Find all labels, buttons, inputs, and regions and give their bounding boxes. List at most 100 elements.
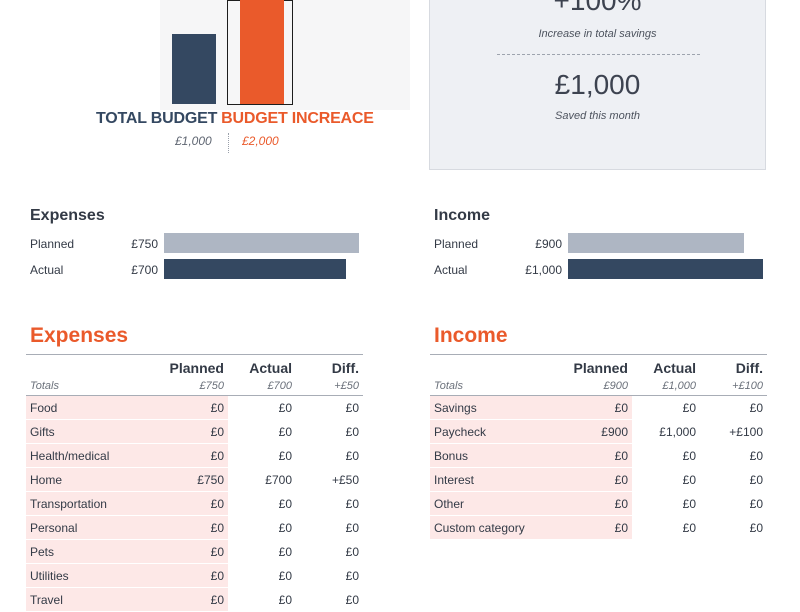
category-cell[interactable]: Other [430, 491, 564, 516]
table-row[interactable]: Pets £0 £0 £0 [26, 539, 363, 564]
actual-cell[interactable]: £0 [228, 395, 296, 420]
actual-cell[interactable]: £0 [228, 587, 296, 612]
category-cell[interactable]: Gifts [26, 419, 160, 444]
diff-cell[interactable]: £0 [700, 515, 767, 540]
planned-cell[interactable]: £0 [564, 515, 632, 540]
diff-cell[interactable]: £0 [296, 419, 363, 444]
actual-cell[interactable]: £0 [228, 563, 296, 588]
summary-divider [497, 54, 700, 55]
table-row[interactable]: Travel £0 £0 £0 [26, 587, 363, 612]
planned-cell[interactable]: £0 [160, 539, 228, 564]
income-totals-diff: +£100 [700, 376, 767, 396]
expenses-section: Expenses Planned Actual Diff. Totals £75… [26, 320, 363, 612]
actual-cell[interactable]: £0 [632, 491, 700, 516]
planned-cell[interactable]: £0 [160, 587, 228, 612]
diff-cell[interactable]: £0 [700, 491, 767, 516]
planned-cell[interactable]: £900 [564, 419, 632, 444]
category-cell[interactable]: Food [26, 395, 160, 420]
income-planned-bar [568, 233, 744, 253]
category-cell[interactable]: Travel [26, 587, 160, 612]
income-actual-amount: £1,000 [525, 263, 562, 277]
savings-increase-value: +100% [553, 0, 642, 16]
actual-cell[interactable]: £0 [228, 419, 296, 444]
expenses-table-body: Totals £750 £700 +£50 Food £0 £0 £0 Gifts £0 £… [26, 376, 363, 612]
diff-cell[interactable]: £0 [296, 563, 363, 588]
income-planned-vs-actual: Income Planned £900 Actual £1,000 [434, 206, 774, 286]
table-row[interactable]: Gifts £0 £0 £0 [26, 419, 363, 444]
table-row[interactable]: Transportation £0 £0 £0 [26, 491, 363, 516]
diff-cell[interactable]: £0 [296, 491, 363, 516]
expenses-totals-actual: £700 [228, 376, 296, 396]
table-row[interactable]: Interest £0 £0 £0 [430, 467, 767, 492]
planned-cell[interactable]: £750 [160, 467, 228, 492]
diff-cell[interactable]: £0 [700, 395, 767, 420]
table-row[interactable]: Personal £0 £0 £0 [26, 515, 363, 540]
category-cell[interactable]: Pets [26, 539, 160, 564]
planned-cell[interactable]: £0 [564, 467, 632, 492]
table-row[interactable]: Food £0 £0 £0 [26, 395, 363, 420]
expenses-totals-label: Totals [26, 376, 160, 396]
income-section: Income Planned Actual Diff. Totals £900 … [430, 320, 767, 540]
table-row[interactable]: Health/medical £0 £0 £0 [26, 443, 363, 468]
planned-cell[interactable]: £0 [160, 419, 228, 444]
diff-cell[interactable]: £0 [296, 539, 363, 564]
diff-cell[interactable]: £0 [296, 443, 363, 468]
saved-this-month-label: Saved this month [555, 110, 640, 122]
expenses-planned-label: Planned [30, 237, 75, 251]
expenses-totals-diff: +£50 [296, 376, 363, 396]
diff-cell[interactable]: £0 [700, 443, 767, 468]
diff-cell[interactable]: £0 [296, 395, 363, 420]
income-totals-planned: £900 [564, 376, 632, 396]
category-cell[interactable]: Interest [430, 467, 564, 492]
planned-cell[interactable]: £0 [160, 491, 228, 516]
category-cell[interactable]: Transportation [26, 491, 160, 516]
table-row[interactable]: Other £0 £0 £0 [430, 491, 767, 516]
actual-cell[interactable]: £0 [632, 515, 700, 540]
diff-cell[interactable]: +£50 [296, 467, 363, 492]
table-row[interactable]: Bonus £0 £0 £0 [430, 443, 767, 468]
actual-cell[interactable]: £0 [632, 467, 700, 492]
table-row[interactable]: Savings £0 £0 £0 [430, 395, 767, 420]
diff-cell[interactable]: £0 [296, 515, 363, 540]
planned-cell[interactable]: £0 [564, 395, 632, 420]
planned-cell[interactable]: £0 [564, 443, 632, 468]
category-cell[interactable]: Utilities [26, 563, 160, 588]
planned-cell[interactable]: £0 [160, 395, 228, 420]
diff-cell[interactable]: +£100 [700, 419, 767, 444]
actual-cell[interactable]: £0 [228, 491, 296, 516]
table-row[interactable]: Home £750 £700 +£50 [26, 467, 363, 492]
income-table-title: Income [434, 324, 508, 347]
table-row[interactable]: Custom category £0 £0 £0 [430, 515, 767, 540]
expenses-totals-row: Totals £750 £700 +£50 [26, 376, 363, 396]
expenses-actual-row: Actual £700 [30, 259, 370, 281]
actual-cell[interactable]: £1,000 [632, 419, 700, 444]
chart-legend: TOTAL BUDGET BUDGET INCREACE [96, 110, 396, 130]
expenses-header-planned: Planned [169, 360, 224, 376]
diff-cell[interactable]: £0 [296, 587, 363, 612]
saved-this-month-value: £1,000 [554, 69, 641, 100]
bar-budget-increase[interactable] [240, 0, 284, 104]
category-cell[interactable]: Health/medical [26, 443, 160, 468]
actual-cell[interactable]: £0 [228, 443, 296, 468]
actual-cell[interactable]: £0 [632, 395, 700, 420]
category-cell[interactable]: Paycheck [430, 419, 564, 444]
category-cell[interactable]: Bonus [430, 443, 564, 468]
income-planned-label: Planned [434, 237, 479, 251]
actual-cell[interactable]: £0 [228, 539, 296, 564]
actual-cell[interactable]: £0 [228, 515, 296, 540]
planned-cell[interactable]: £0 [160, 515, 228, 540]
category-cell[interactable]: Personal [26, 515, 160, 540]
diff-cell[interactable]: £0 [700, 467, 767, 492]
expenses-totals-planned: £750 [160, 376, 228, 396]
actual-cell[interactable]: £0 [632, 443, 700, 468]
income-header-diff: Diff. [735, 360, 763, 376]
planned-cell[interactable]: £0 [564, 491, 632, 516]
category-cell[interactable]: Home [26, 467, 160, 492]
planned-cell[interactable]: £0 [160, 563, 228, 588]
planned-cell[interactable]: £0 [160, 443, 228, 468]
table-row[interactable]: Paycheck £900 £1,000 +£100 [430, 419, 767, 444]
table-row[interactable]: Utilities £0 £0 £0 [26, 563, 363, 588]
category-cell[interactable]: Savings [430, 395, 564, 420]
actual-cell[interactable]: £700 [228, 467, 296, 492]
category-cell[interactable]: Custom category [430, 515, 564, 540]
